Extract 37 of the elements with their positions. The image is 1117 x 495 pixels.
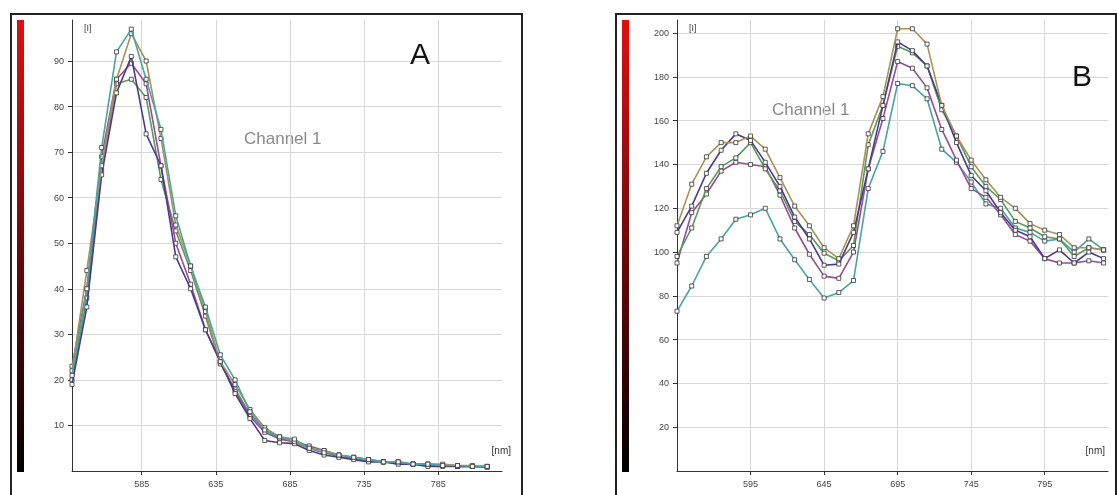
y-tick-label: 60 [658,334,669,345]
annotation: Channel 1 [244,129,322,148]
y-axis-title: [I] [84,22,92,33]
x-tick-label: 695 [890,478,906,489]
x-axis-title: [nm] [1085,444,1106,456]
y-tick-label: 80 [53,101,64,112]
y-tick-label: 60 [53,192,64,203]
y-tick-label: 80 [658,290,669,301]
x-tick-label: 595 [743,478,759,489]
y-axis-title: [I] [689,22,697,33]
text: A [410,36,431,70]
x-tick-label: 745 [963,478,979,489]
y-tick-label: 70 [53,147,64,158]
x-tick-label: 585 [134,478,150,489]
x-tick-label: 685 [282,478,298,489]
y-tick-label: 20 [658,422,669,433]
y-tick-label: 40 [53,283,64,294]
y-tick-label: 100 [653,247,669,258]
y-tick-label: 20 [53,374,64,385]
x-tick-label: 735 [356,478,372,489]
x-tick-label: 645 [816,478,832,489]
y-tick-label: 40 [658,378,669,389]
y-tick-label: 180 [653,71,669,82]
y-tick-label: 120 [653,203,669,214]
x-tick-label: 785 [430,478,446,489]
y-tick-label: 50 [53,238,64,249]
y-tick-label: 200 [653,28,669,39]
annotation: Channel 1 [772,100,850,119]
y-tick-label: 140 [653,159,669,170]
x-tick-label: 795 [1037,478,1053,489]
x-tick-label: 635 [208,478,224,489]
x-axis-title: [nm] [491,444,512,456]
y-tick-label: 90 [53,56,64,66]
y-tick-label: 10 [53,420,64,431]
y-tick-label: 30 [53,329,64,340]
text: B [1072,58,1093,92]
y-tick-label: 160 [653,115,669,126]
